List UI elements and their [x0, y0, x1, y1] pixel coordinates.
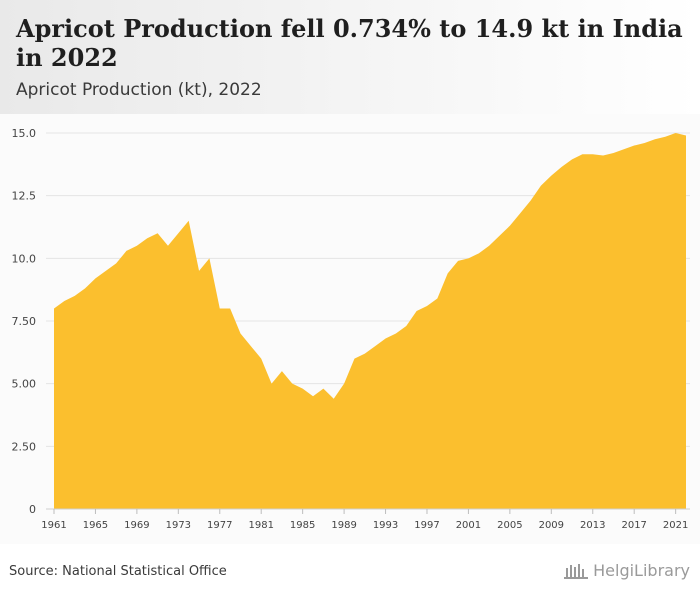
chart-subtitle: Apricot Production (kt), 2022: [16, 80, 262, 100]
x-tick-label: 1969: [124, 520, 149, 531]
x-tick-label: 2013: [580, 520, 605, 531]
area-chart: 0 2.50 5.00 7.50 10.0 12.5 15.0 1961 1965 1969 197…: [12, 127, 690, 531]
library-building-icon: [564, 563, 589, 579]
production-area-series: [54, 133, 686, 509]
header-band: Apricot Production fell 0.734% to 14.9 k…: [0, 0, 700, 114]
x-tick-label: 2009: [539, 520, 564, 531]
y-tick-label: 15.0: [12, 127, 37, 140]
x-tick-label: 2005: [497, 520, 522, 531]
x-tick-label: 2021: [663, 520, 688, 531]
helgilibrary-logo[interactable]: HelgiLibrary: [563, 561, 690, 580]
page-title: Apricot Production fell 0.734% to 14.9 k…: [16, 14, 683, 72]
y-tick-label: 2.50: [12, 440, 37, 453]
y-tick-label: 5.00: [12, 378, 37, 391]
chart-area: 0 2.50 5.00 7.50 10.0 12.5 15.0 1961 1965 1969 197…: [0, 114, 700, 544]
y-tick-label: 10.0: [12, 252, 37, 265]
source-note: Source: National Statistical Office: [9, 564, 227, 579]
x-tick-label: 1973: [166, 520, 191, 531]
x-tick-label: 1993: [373, 520, 398, 531]
x-tick-label: 1989: [331, 520, 356, 531]
y-tick-label: 0: [29, 503, 36, 516]
y-tick-label: 12.5: [12, 190, 37, 203]
x-tick-label: 1997: [414, 520, 439, 531]
x-tick-label: 1985: [290, 520, 315, 531]
x-tick-label: 1981: [248, 520, 273, 531]
x-tick-label: 2001: [456, 520, 481, 531]
x-tick-label: 1977: [207, 520, 232, 531]
logo-text: HelgiLibrary: [593, 561, 690, 580]
x-tick-label: 2017: [621, 520, 646, 531]
y-tick-label: 7.50: [12, 315, 37, 328]
x-tick-label: 1961: [41, 520, 66, 531]
x-tick-label: 1965: [83, 520, 108, 531]
